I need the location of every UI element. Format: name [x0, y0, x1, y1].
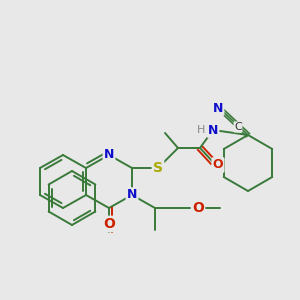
Text: N: N	[127, 188, 137, 202]
Text: N: N	[104, 148, 114, 161]
Text: O: O	[192, 201, 204, 215]
Text: O: O	[213, 158, 223, 172]
Text: N: N	[213, 101, 223, 115]
Text: O: O	[103, 217, 115, 231]
Text: N: N	[208, 124, 218, 136]
Text: S: S	[153, 161, 163, 175]
Text: H: H	[196, 125, 205, 135]
Text: C: C	[234, 122, 242, 132]
